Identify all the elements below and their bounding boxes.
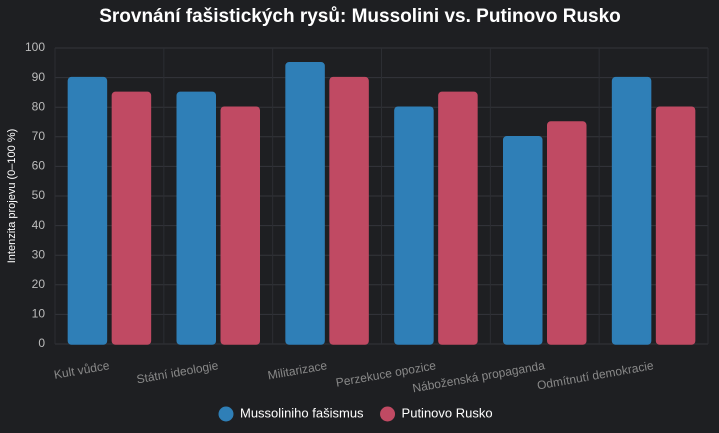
y-tick-label: 30 — [32, 247, 46, 261]
bar — [655, 106, 696, 345]
bar — [611, 76, 652, 345]
y-axis-title: Intenzita projevu (0–100 %) — [6, 129, 18, 264]
bar — [394, 106, 434, 345]
legend-label[interactable]: Mussoliniho fašismus — [240, 405, 364, 420]
y-tick-label: 50 — [32, 188, 46, 202]
y-tick-label: 70 — [32, 129, 46, 143]
y-tick-label: 100 — [25, 40, 45, 54]
bar — [438, 91, 478, 345]
legend-label[interactable]: Putinovo Rusko — [402, 405, 493, 420]
y-tick-label: 40 — [32, 218, 46, 232]
bar — [329, 76, 369, 345]
bar — [220, 106, 260, 345]
bar — [67, 76, 108, 345]
y-tick-label: 10 — [32, 307, 46, 321]
legend-swatch[interactable] — [218, 406, 234, 422]
y-tick-label: 90 — [32, 70, 46, 84]
y-tick-label: 0 — [38, 336, 45, 350]
legend-swatch[interactable] — [380, 406, 396, 422]
bar — [176, 91, 216, 345]
chart-title: Srovnání fašistických rysů: Mussolini vs… — [99, 6, 621, 27]
bar — [503, 136, 543, 345]
bar — [111, 91, 152, 345]
bar — [547, 121, 587, 345]
y-tick-label: 80 — [32, 99, 46, 113]
bar — [285, 62, 325, 345]
y-tick-label: 60 — [32, 159, 46, 173]
y-tick-label: 20 — [32, 277, 46, 291]
